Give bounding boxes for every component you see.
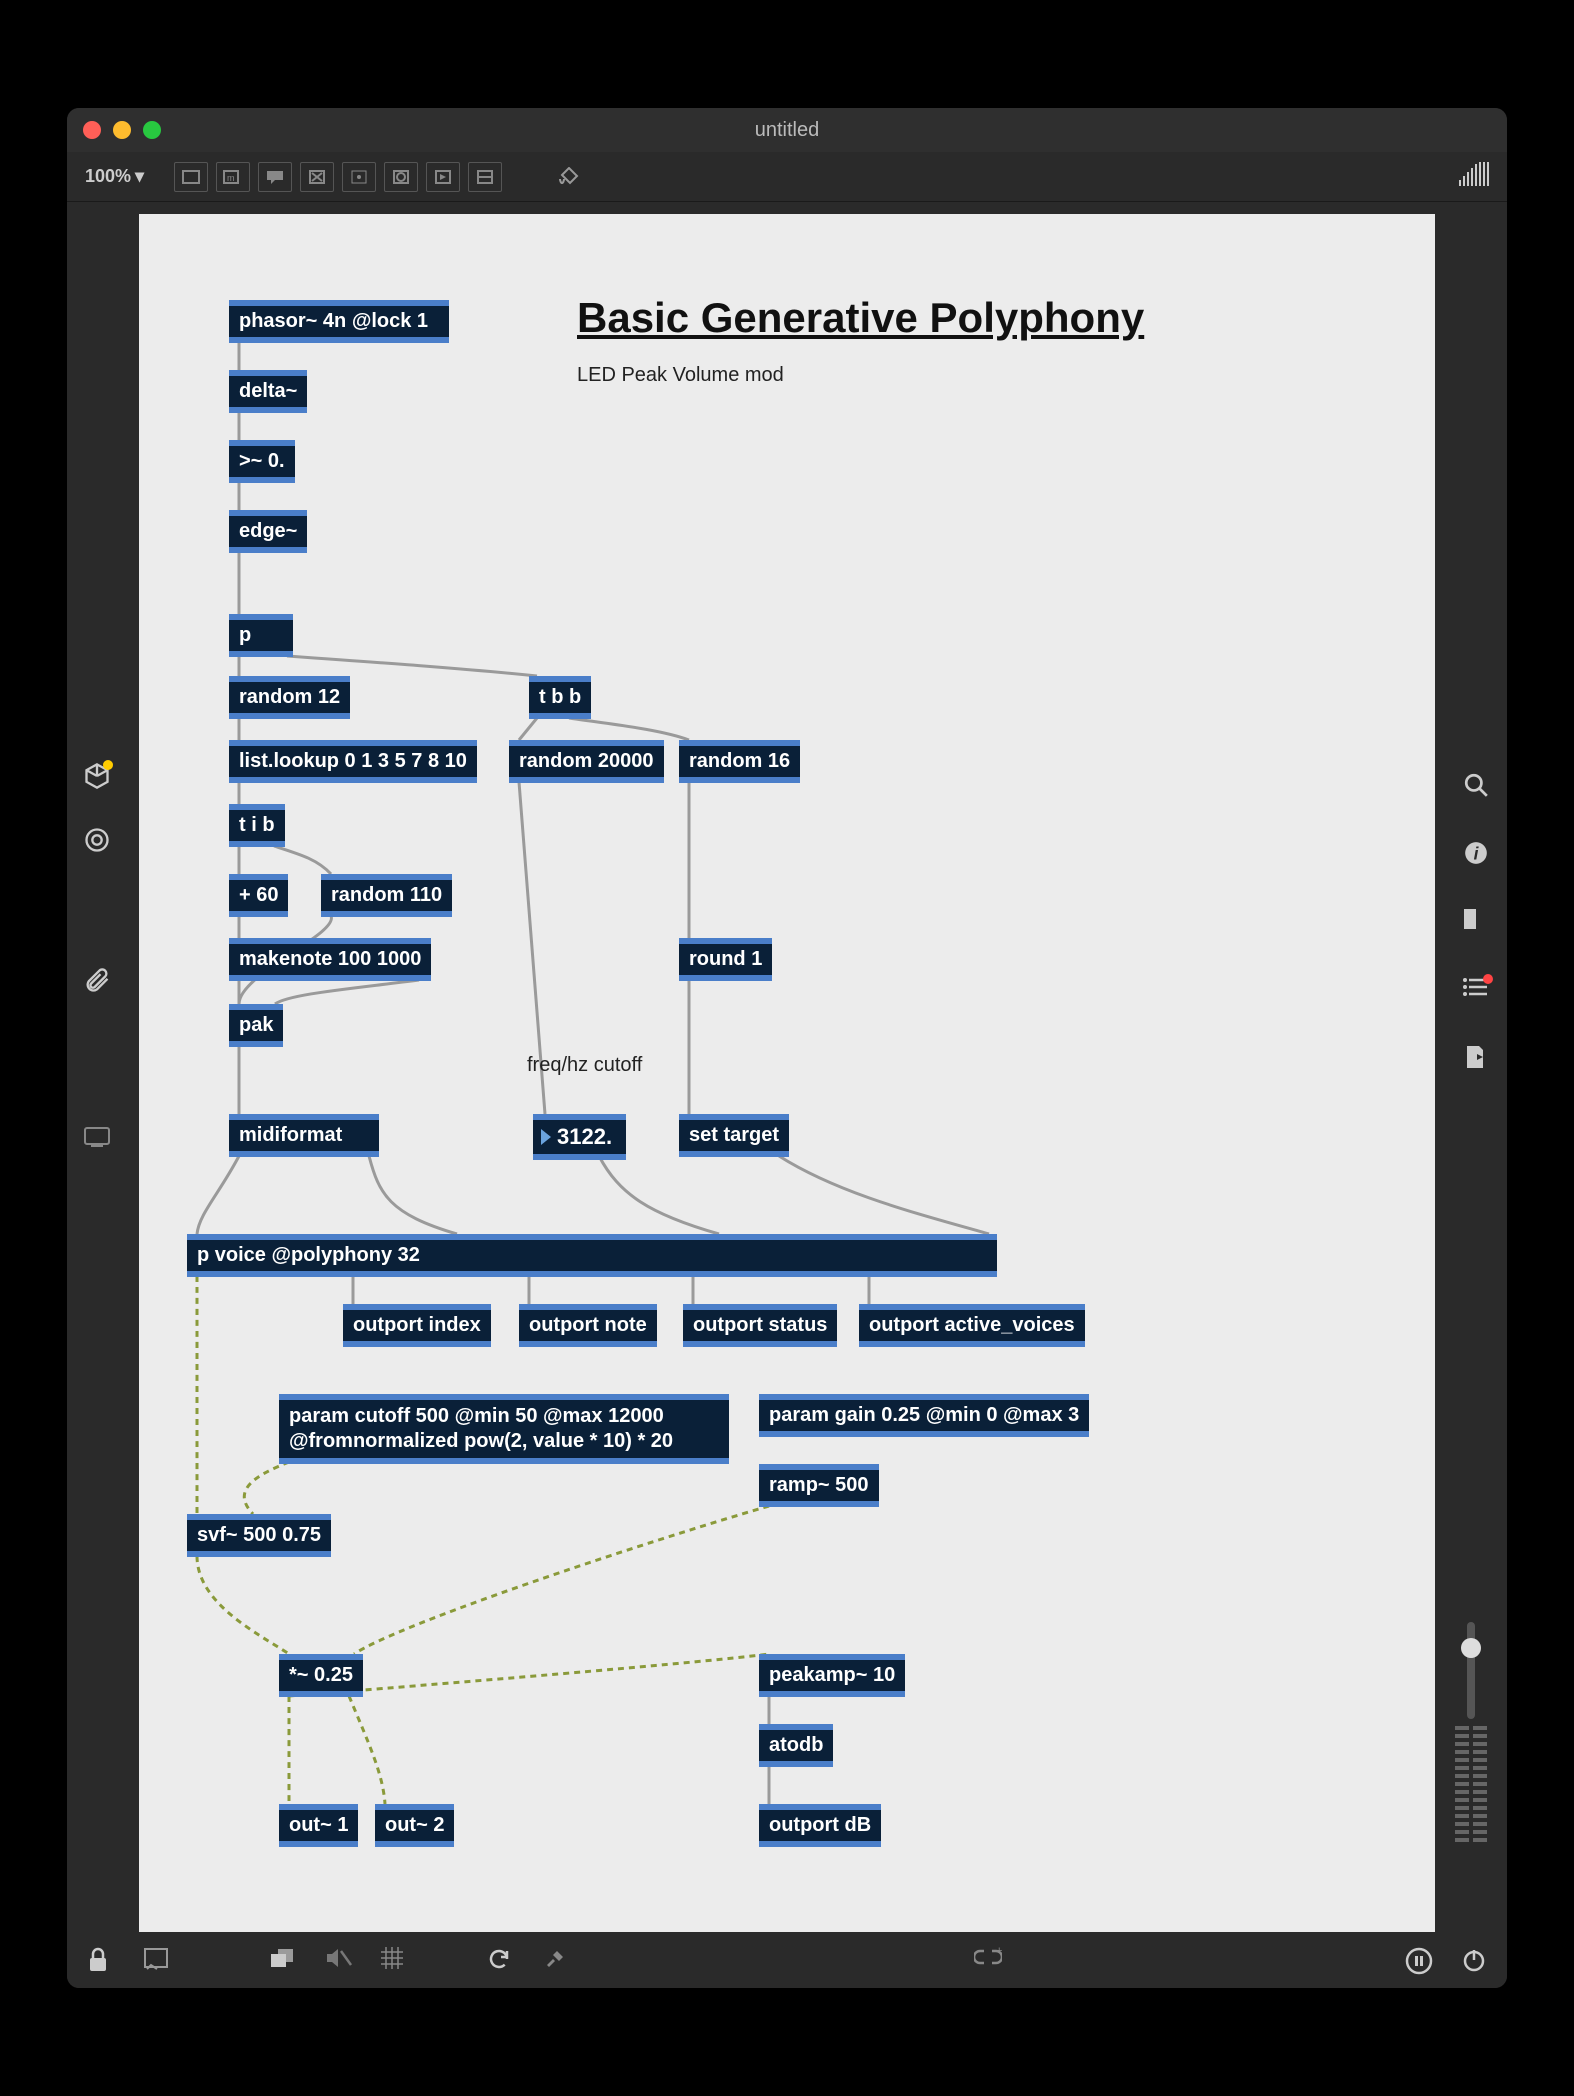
lock-icon[interactable] bbox=[87, 1947, 113, 1973]
minimize-icon[interactable] bbox=[113, 121, 131, 139]
window-controls bbox=[83, 121, 161, 139]
zoom-value: 100% bbox=[85, 166, 131, 187]
left-rail bbox=[67, 202, 127, 1932]
new-number-icon[interactable] bbox=[384, 162, 418, 192]
param-gain-object[interactable]: param gain 0.25 @min 0 @max 3 bbox=[759, 1394, 1089, 1437]
hammer-icon[interactable] bbox=[543, 1947, 569, 1973]
chevron-down-icon: ▾ bbox=[135, 166, 144, 187]
pause-icon[interactable] bbox=[1405, 1947, 1431, 1973]
zoom-icon[interactable] bbox=[143, 121, 161, 139]
svg-text:+: + bbox=[996, 1947, 1002, 1957]
outport-note-object[interactable]: outport note bbox=[519, 1304, 657, 1347]
outport-index-object[interactable]: outport index bbox=[343, 1304, 491, 1347]
outport-active-object[interactable]: outport active_voices bbox=[859, 1304, 1085, 1347]
zoom-dropdown[interactable]: 100% ▾ bbox=[85, 166, 144, 187]
numbox-value: 3122. bbox=[557, 1124, 612, 1150]
random110-object[interactable]: random 110 bbox=[321, 874, 452, 917]
outport-status-object[interactable]: outport status bbox=[683, 1304, 837, 1347]
p-object[interactable]: p bbox=[229, 614, 293, 657]
device-icon[interactable] bbox=[83, 1126, 111, 1154]
present-icon[interactable] bbox=[143, 1947, 169, 1973]
cutoff-number-box[interactable]: 3122. bbox=[533, 1114, 626, 1160]
volume-knob[interactable] bbox=[1461, 1638, 1481, 1658]
listlookup-object[interactable]: list.lookup 0 1 3 5 7 8 10 bbox=[229, 740, 477, 783]
peakamp-object[interactable]: peakamp~ 10 bbox=[759, 1654, 905, 1697]
list-icon[interactable] bbox=[1463, 976, 1491, 1004]
gt-zero-object[interactable]: >~ 0. bbox=[229, 440, 295, 483]
grid-toggle-icon[interactable] bbox=[1459, 162, 1489, 191]
outport-db-object[interactable]: outport dB bbox=[759, 1804, 881, 1847]
new-toggle-icon[interactable] bbox=[300, 162, 334, 192]
patch-title: Basic Generative Polyphony bbox=[577, 294, 1144, 342]
random16-object[interactable]: random 16 bbox=[679, 740, 800, 783]
mute-icon[interactable] bbox=[325, 1947, 351, 1973]
new-slider-icon[interactable] bbox=[426, 162, 460, 192]
new-message-icon[interactable]: m bbox=[216, 162, 250, 192]
power-icon[interactable] bbox=[1461, 1947, 1487, 1973]
pak-object[interactable]: pak bbox=[229, 1004, 283, 1047]
layers-icon[interactable] bbox=[269, 1947, 295, 1973]
volume-slider[interactable] bbox=[1467, 1622, 1475, 1719]
pvoice-object[interactable]: p voice @polyphony 32 bbox=[187, 1234, 997, 1277]
out1-object[interactable]: out~ 1 bbox=[279, 1804, 358, 1847]
titlebar: untitled bbox=[67, 108, 1507, 152]
phasor-object[interactable]: phasor~ 4n @lock 1 bbox=[229, 300, 449, 343]
grid-icon[interactable] bbox=[381, 1947, 407, 1973]
window-title: untitled bbox=[67, 119, 1507, 142]
search-icon[interactable] bbox=[1463, 772, 1491, 800]
edge-object[interactable]: edge~ bbox=[229, 510, 307, 553]
new-comment-icon[interactable] bbox=[258, 162, 292, 192]
patcher-canvas[interactable]: Basic Generative Polyphony LED Peak Volu… bbox=[139, 214, 1435, 1932]
new-object-icon[interactable] bbox=[174, 162, 208, 192]
paperclip-icon[interactable] bbox=[83, 966, 111, 994]
svf-object[interactable]: svf~ 500 0.75 bbox=[187, 1514, 331, 1557]
sidebar-icon[interactable] bbox=[1463, 908, 1491, 936]
param-cutoff-object[interactable]: param cutoff 500 @min 50 @max 12000 @fro… bbox=[279, 1394, 729, 1464]
top-toolbar: 100% ▾ m bbox=[67, 152, 1507, 202]
refresh-icon[interactable] bbox=[487, 1947, 513, 1973]
svg-text:m: m bbox=[227, 173, 235, 183]
atodb-object[interactable]: atodb bbox=[759, 1724, 833, 1767]
random20000-object[interactable]: random 20000 bbox=[509, 740, 664, 783]
level-meter-right bbox=[1473, 1722, 1487, 1842]
output-meter bbox=[1449, 1622, 1493, 1842]
makenote-object[interactable]: makenote 100 1000 bbox=[229, 938, 431, 981]
new-panel-icon[interactable] bbox=[468, 162, 502, 192]
bucket-icon[interactable] bbox=[552, 162, 586, 192]
info-icon[interactable]: i bbox=[1463, 840, 1491, 868]
badge-dot-icon bbox=[1483, 974, 1493, 984]
tbb-object[interactable]: t b b bbox=[529, 676, 591, 719]
patch-subtitle: LED Peak Volume mod bbox=[577, 364, 784, 387]
new-button-icon[interactable] bbox=[342, 162, 376, 192]
ramp-object[interactable]: ramp~ 500 bbox=[759, 1464, 879, 1507]
settarget-object[interactable]: set target bbox=[679, 1114, 789, 1157]
work-area: Basic Generative Polyphony LED Peak Volu… bbox=[67, 202, 1507, 1932]
round1-object[interactable]: round 1 bbox=[679, 938, 772, 981]
export-icon[interactable] bbox=[1463, 1044, 1491, 1072]
plus60-object[interactable]: + 60 bbox=[229, 874, 288, 917]
mult-object[interactable]: *~ 0.25 bbox=[279, 1654, 363, 1697]
badge-dot-icon bbox=[103, 760, 113, 770]
link-icon[interactable]: + bbox=[974, 1947, 1000, 1973]
tib-object[interactable]: t i b bbox=[229, 804, 285, 847]
bottom-toolbar: + bbox=[67, 1932, 1507, 1988]
out2-object[interactable]: out~ 2 bbox=[375, 1804, 454, 1847]
target-icon[interactable] bbox=[83, 826, 111, 854]
midiformat-object[interactable]: midiformat bbox=[229, 1114, 379, 1157]
app-window: untitled 100% ▾ m bbox=[67, 108, 1507, 1988]
random12-object[interactable]: random 12 bbox=[229, 676, 350, 719]
close-icon[interactable] bbox=[83, 121, 101, 139]
delta-object[interactable]: delta~ bbox=[229, 370, 307, 413]
freq-label: freq/hz cutoff bbox=[527, 1054, 642, 1077]
package-icon[interactable] bbox=[83, 762, 111, 790]
object-palette: m bbox=[174, 162, 502, 192]
level-meter-left bbox=[1455, 1722, 1469, 1842]
